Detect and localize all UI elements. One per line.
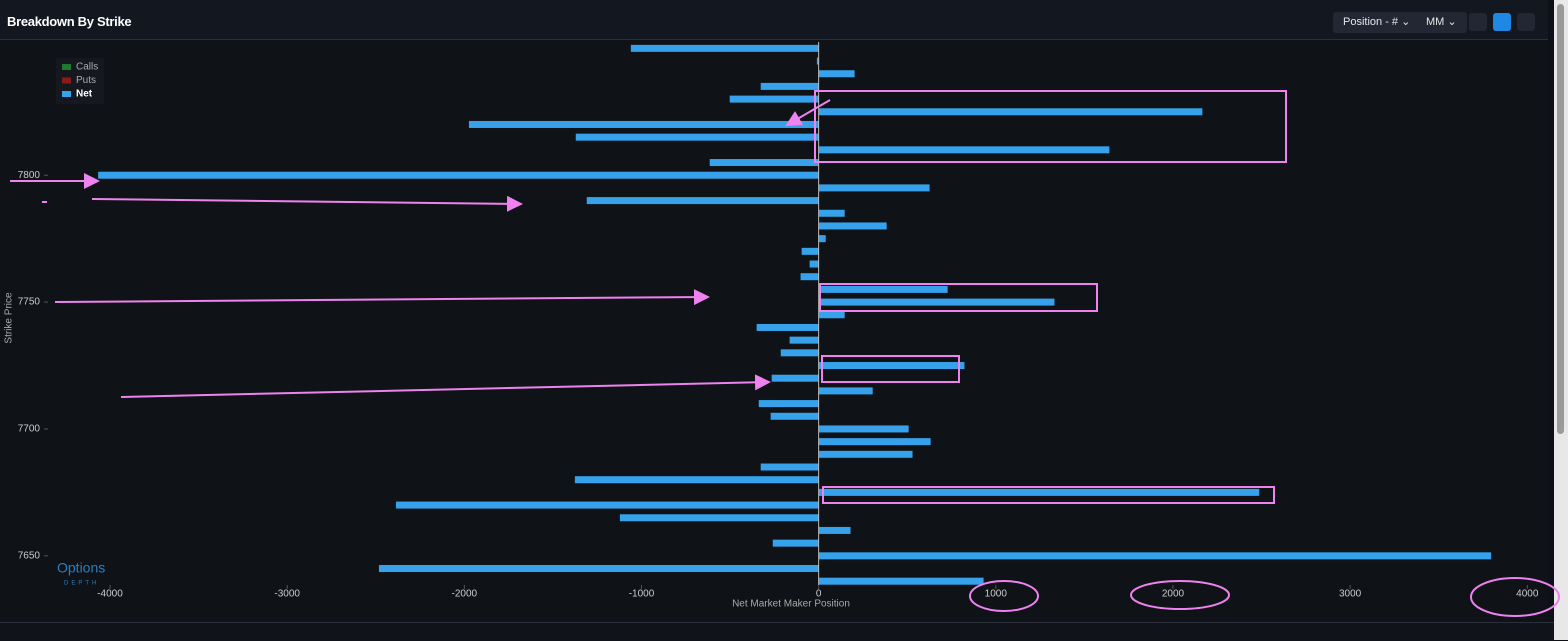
bar	[818, 285, 948, 293]
position-dropdown[interactable]: Position - # ⌄	[1333, 12, 1421, 33]
bar	[818, 552, 1492, 560]
bar	[818, 577, 984, 585]
bar	[818, 450, 913, 458]
settings-button[interactable]	[1469, 13, 1487, 31]
x-tick-label: -2000	[452, 589, 478, 600]
bar	[818, 425, 909, 433]
bar	[395, 501, 819, 509]
link-button[interactable]	[1493, 13, 1511, 31]
x-axis-label: Net Market Maker Position	[732, 599, 850, 610]
chart-title: Breakdown By Strike	[7, 14, 132, 29]
y-tick-label: 7650	[18, 550, 41, 561]
bar	[378, 565, 819, 573]
bar	[818, 362, 965, 370]
logo-subtext: DEPTH	[64, 581, 99, 587]
dropdown-label: Position - #	[1343, 16, 1399, 28]
bar	[619, 514, 819, 522]
mm-dropdown[interactable]: MM ⌄	[1416, 12, 1467, 33]
bar	[758, 400, 819, 408]
bar	[818, 298, 1055, 306]
y-axis-label: Strike Price	[4, 292, 15, 344]
x-tick-label: -1000	[629, 589, 655, 600]
bar	[800, 273, 819, 281]
bar	[818, 387, 873, 395]
bar	[818, 146, 1110, 154]
bar	[772, 539, 819, 547]
bar	[818, 209, 845, 217]
bar	[771, 374, 819, 382]
logo-text: Options	[57, 560, 105, 576]
dropdown-label: MM	[1426, 16, 1445, 28]
legend: Calls Puts Net	[56, 58, 104, 104]
bar	[789, 336, 819, 344]
bar	[575, 133, 819, 141]
bar	[760, 463, 819, 471]
logo: Options DEPTH	[57, 560, 105, 587]
bar	[770, 412, 819, 420]
bar	[818, 108, 1203, 116]
bar	[586, 197, 819, 205]
bar	[818, 184, 930, 192]
bar	[818, 70, 855, 78]
bar	[818, 311, 845, 319]
bar	[630, 44, 819, 52]
y-tick-label: 7700	[18, 424, 41, 435]
y-tick-label: 7750	[18, 297, 41, 308]
legend-swatch	[62, 77, 71, 84]
x-tick-label: 1000	[985, 589, 1008, 600]
x-tick-label: 0	[816, 589, 822, 600]
x-tick-label: -4000	[97, 589, 123, 600]
bar	[801, 247, 819, 255]
bar	[574, 476, 819, 484]
scrollbar[interactable]	[1554, 0, 1568, 640]
legend-label: Puts	[76, 75, 96, 86]
bar	[709, 159, 819, 167]
legend-label: Net	[76, 89, 93, 100]
bar	[818, 222, 887, 230]
legend-swatch	[62, 64, 71, 70]
chart: Net Market Maker Position Strike Price C…	[0, 40, 1548, 622]
x-tick-label: 4000	[1516, 589, 1539, 600]
legend-swatch	[62, 91, 71, 97]
y-tick-label: 7800	[18, 170, 41, 181]
bar	[780, 349, 819, 357]
bar	[760, 82, 819, 90]
legend-label: Calls	[76, 62, 98, 73]
bar	[809, 260, 819, 268]
x-tick-label: 3000	[1339, 589, 1362, 600]
bar	[468, 120, 819, 128]
bar	[729, 95, 819, 103]
fullscreen-button[interactable]	[1517, 13, 1535, 31]
x-tick-label: 2000	[1162, 589, 1185, 600]
bar	[756, 323, 819, 331]
bar	[818, 438, 931, 446]
scroll-thumb[interactable]	[1557, 4, 1564, 434]
bottom-bar	[0, 622, 1554, 641]
bar	[818, 526, 851, 534]
bar	[816, 57, 819, 65]
bar	[98, 171, 819, 179]
x-tick-label: -3000	[274, 589, 300, 600]
bar	[818, 235, 826, 243]
header: Breakdown By Strike Position - # ⌄ MM ⌄	[0, 0, 1548, 40]
bar	[818, 488, 1260, 496]
